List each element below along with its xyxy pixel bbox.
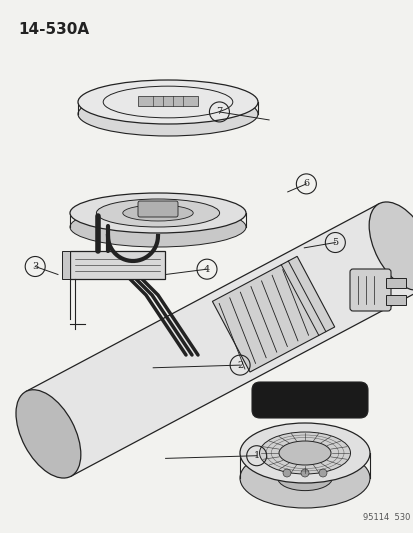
Text: 5: 5 [332,238,337,247]
Circle shape [318,469,326,477]
Bar [385,278,405,288]
Ellipse shape [78,80,257,124]
Ellipse shape [240,448,369,508]
Text: 2: 2 [236,361,243,369]
Text: 7: 7 [216,108,222,116]
FancyBboxPatch shape [349,269,390,311]
Text: 1: 1 [253,451,259,460]
Ellipse shape [259,432,350,474]
Circle shape [300,469,308,477]
Ellipse shape [123,205,193,221]
Ellipse shape [96,199,219,227]
Ellipse shape [368,202,413,290]
Text: 14-530A: 14-530A [18,22,89,37]
Text: 4: 4 [203,265,210,273]
Polygon shape [212,256,334,372]
Ellipse shape [277,465,332,490]
FancyBboxPatch shape [252,382,367,418]
Ellipse shape [278,441,330,465]
Polygon shape [26,204,413,477]
Ellipse shape [240,423,369,483]
Text: 6: 6 [303,180,309,188]
Circle shape [282,469,290,477]
Text: 95114  530: 95114 530 [362,513,409,522]
FancyBboxPatch shape [138,201,178,217]
Bar [70,251,165,279]
Ellipse shape [70,193,245,233]
Bar [138,96,197,106]
Text: 3: 3 [32,262,38,271]
Bar [385,295,405,305]
Ellipse shape [16,390,81,478]
Ellipse shape [78,92,257,136]
Bar [62,251,70,279]
Ellipse shape [70,207,245,247]
